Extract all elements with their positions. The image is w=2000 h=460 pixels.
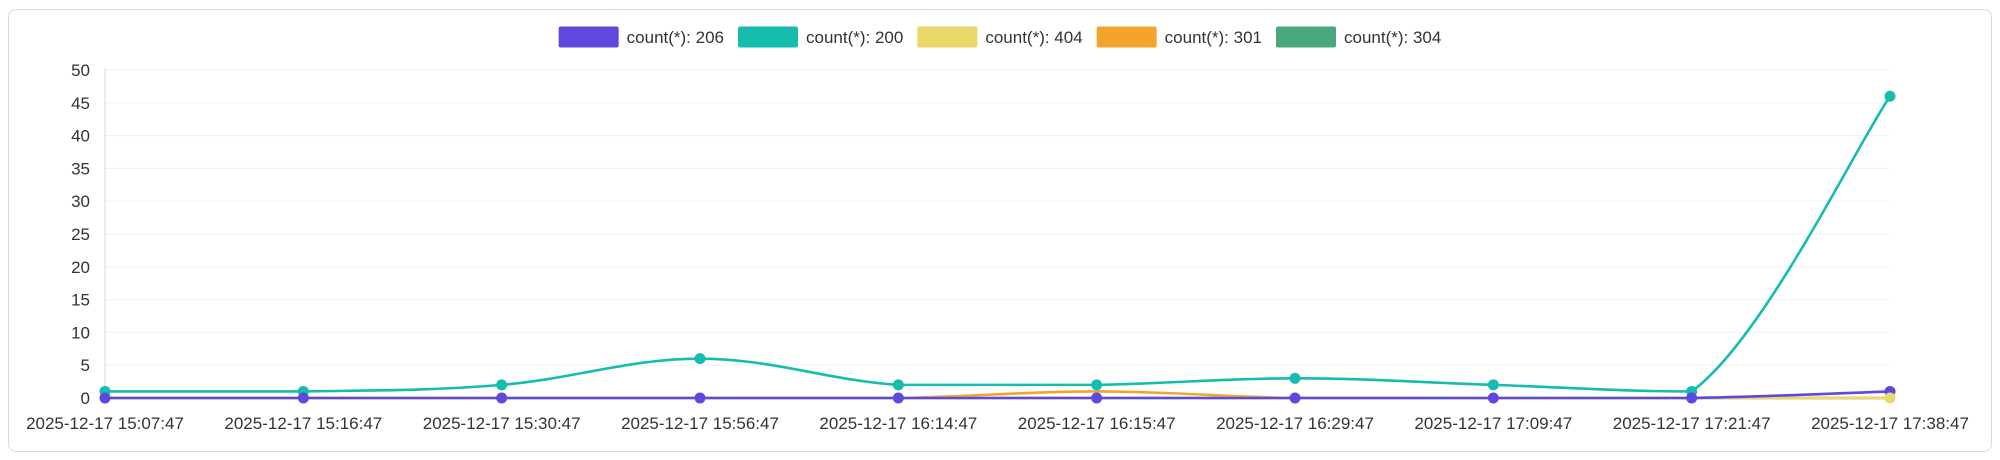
- data-point: [1686, 392, 1698, 404]
- x-tick-label: 2025-12-17 15:16:47: [224, 414, 382, 433]
- x-tick-label: 2025-12-17 15:30:47: [423, 414, 581, 433]
- data-point: [1487, 379, 1499, 391]
- y-tick-label: 5: [81, 356, 90, 375]
- legend-swatch: [737, 26, 798, 48]
- legend-item[interactable]: count(*): 200: [737, 26, 903, 48]
- y-tick-label: 15: [71, 291, 90, 310]
- y-tick-label: 0: [81, 389, 90, 408]
- data-point: [496, 392, 508, 404]
- x-tick-label: 2025-12-17 15:56:47: [621, 414, 779, 433]
- data-point: [694, 353, 706, 365]
- legend-label: count(*): 206: [627, 28, 724, 47]
- data-point: [1487, 392, 1499, 404]
- legend-label: count(*): 200: [806, 28, 903, 47]
- legend-item[interactable]: count(*): 206: [558, 26, 724, 48]
- data-point: [1884, 90, 1896, 102]
- data-point: [1884, 392, 1896, 404]
- y-tick-label: 45: [71, 94, 90, 113]
- legend-label: count(*): 301: [1165, 28, 1262, 47]
- data-point: [1289, 372, 1301, 384]
- y-tick-label: 40: [71, 127, 90, 146]
- x-tick-label: 2025-12-17 16:29:47: [1216, 414, 1374, 433]
- legend-swatch: [558, 26, 619, 48]
- y-tick-label: 10: [71, 323, 90, 342]
- legend-swatch: [1096, 26, 1157, 48]
- series-markers: [99, 90, 1896, 404]
- grid-lines: [105, 69, 1890, 366]
- data-point: [1091, 379, 1103, 391]
- data-point: [1289, 392, 1301, 404]
- y-tick-label: 30: [71, 192, 90, 211]
- chart-panel: [8, 9, 1992, 452]
- x-tick-label: 2025-12-17 16:15:47: [1018, 414, 1176, 433]
- legend-item[interactable]: count(*): 304: [1276, 26, 1441, 48]
- x-tick-label: 2025-12-17 16:14:47: [819, 414, 977, 433]
- x-tick-label: 2025-12-17 17:38:47: [1811, 414, 1969, 433]
- legend-swatch: [917, 26, 978, 48]
- legend-item[interactable]: count(*): 404: [917, 26, 1083, 48]
- series-line-1: [103, 94, 1892, 393]
- data-point: [297, 392, 309, 404]
- x-tick-label: 2025-12-17 15:07:47: [26, 414, 184, 433]
- legend-swatch: [1276, 26, 1337, 48]
- data-point: [1091, 392, 1103, 404]
- legend-label: count(*): 304: [1344, 28, 1441, 47]
- legend: count(*): 206 count(*): 200 count(*): 404 c…: [558, 26, 1441, 48]
- series-line-0: [103, 390, 1892, 400]
- legend-item[interactable]: count(*): 301: [1096, 26, 1262, 48]
- x-tick-label: 2025-12-17 17:21:47: [1613, 414, 1771, 433]
- data-point: [892, 379, 904, 391]
- x-tick-label: 2025-12-17 17:09:47: [1414, 414, 1572, 433]
- y-tick-label: 50: [71, 61, 90, 80]
- data-point: [694, 392, 706, 404]
- data-point: [496, 379, 508, 391]
- y-tick-label: 35: [71, 159, 90, 178]
- axes: 0 5 10 15 20 25 30 35 40 45 50 2025-12-17 15:07:47 2…: [26, 61, 1969, 433]
- y-tick-label: 20: [71, 258, 90, 277]
- data-point: [892, 392, 904, 404]
- data-point: [99, 392, 111, 404]
- series-lines: [103, 94, 1892, 400]
- y-tick-label: 25: [71, 225, 90, 244]
- legend-label: count(*): 404: [985, 28, 1082, 47]
